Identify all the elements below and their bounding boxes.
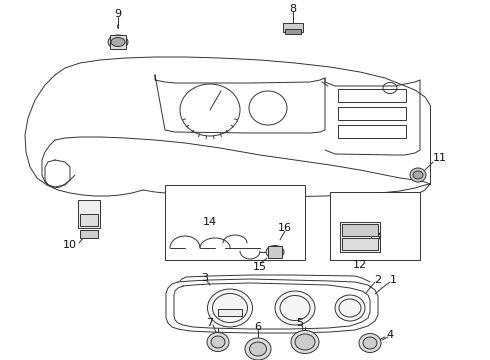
- Ellipse shape: [413, 171, 423, 179]
- Text: 12: 12: [353, 260, 367, 270]
- Text: 4: 4: [387, 330, 393, 340]
- Text: 8: 8: [290, 4, 296, 14]
- Text: 13: 13: [368, 232, 382, 242]
- Bar: [338, 89, 406, 102]
- Bar: [338, 125, 406, 138]
- Ellipse shape: [295, 334, 315, 350]
- Bar: [165, 185, 305, 260]
- Ellipse shape: [111, 37, 125, 46]
- Bar: [80, 214, 98, 226]
- Bar: [218, 309, 242, 316]
- Text: 3: 3: [201, 273, 209, 283]
- Ellipse shape: [335, 295, 365, 321]
- Bar: [285, 29, 301, 34]
- Ellipse shape: [410, 168, 426, 182]
- Ellipse shape: [275, 291, 315, 325]
- Text: 2: 2: [374, 275, 382, 285]
- Ellipse shape: [211, 336, 225, 348]
- Text: 6: 6: [254, 322, 262, 332]
- Ellipse shape: [207, 289, 252, 327]
- Text: 11: 11: [433, 153, 447, 163]
- Bar: [80, 230, 98, 238]
- Text: 16: 16: [278, 223, 292, 233]
- Text: 7: 7: [206, 318, 214, 328]
- Bar: [283, 23, 303, 32]
- Ellipse shape: [245, 338, 271, 360]
- Text: 1: 1: [390, 275, 396, 285]
- Text: 5: 5: [296, 318, 303, 328]
- Text: 9: 9: [115, 9, 122, 19]
- Text: 15: 15: [253, 262, 267, 272]
- Bar: [338, 107, 406, 120]
- Bar: [268, 246, 282, 258]
- Ellipse shape: [207, 333, 229, 351]
- Bar: [342, 224, 378, 236]
- Bar: [78, 200, 100, 228]
- Bar: [330, 192, 420, 260]
- Ellipse shape: [108, 35, 128, 49]
- Ellipse shape: [291, 330, 319, 354]
- Ellipse shape: [363, 337, 377, 349]
- Ellipse shape: [359, 333, 381, 352]
- Text: 10: 10: [63, 240, 77, 250]
- Text: 14: 14: [203, 217, 217, 227]
- Bar: [110, 35, 126, 49]
- Ellipse shape: [266, 246, 284, 258]
- Bar: [342, 238, 378, 250]
- Ellipse shape: [249, 342, 267, 356]
- Bar: [340, 222, 380, 252]
